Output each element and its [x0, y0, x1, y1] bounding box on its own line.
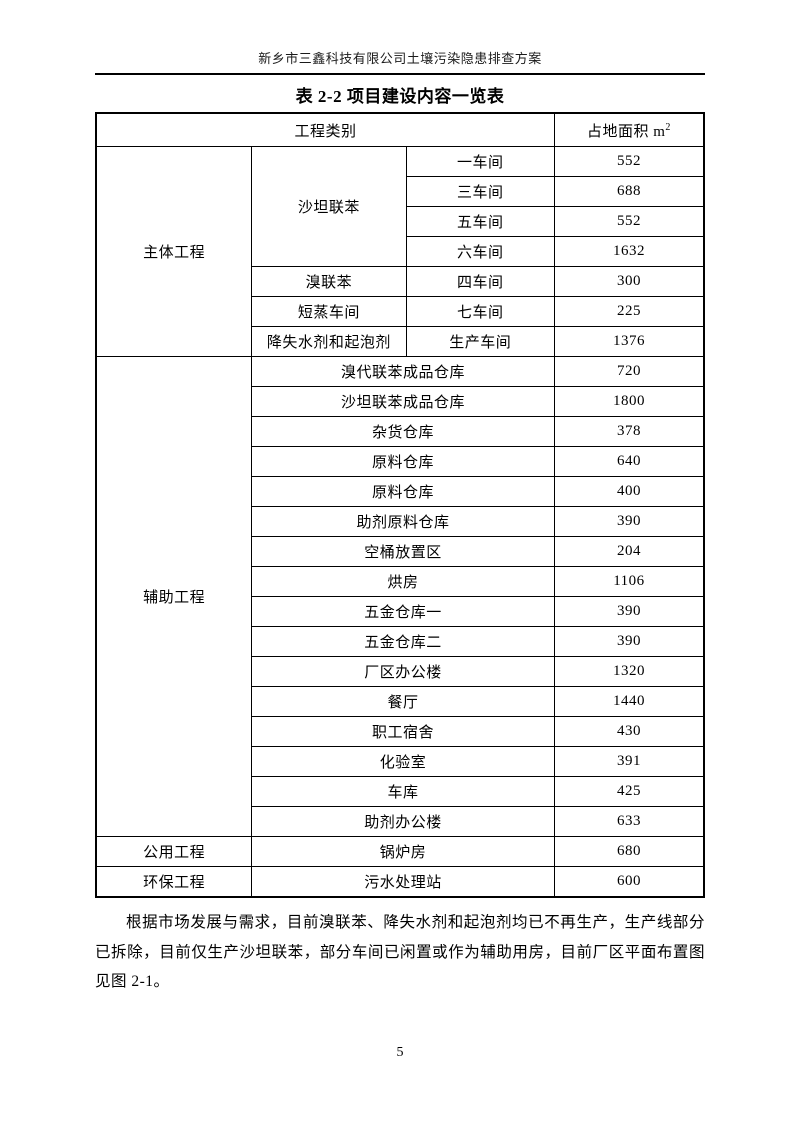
body-paragraph: 根据市场发展与需求，目前溴联苯、降失水剂和起泡剂均已不再生产，生产线部分已拆除，… — [95, 914, 705, 990]
cell-workshop: 六车间 — [405, 236, 555, 267]
table-row: 主体工程 沙坦联苯 一车间 552 — [95, 146, 705, 357]
cell-workshop: 生产车间 — [405, 326, 555, 357]
cell-area: 378 — [553, 416, 705, 447]
area-superscript: 2 — [665, 121, 671, 133]
table-header-row: 工程类别 占地面积 m2 — [95, 112, 705, 147]
cell-group-name: 降失水剂和起泡剂 — [251, 326, 407, 357]
cell-group-name: 溴联苯 — [251, 266, 407, 297]
cell-category-auxiliary: 辅助工程 — [95, 356, 253, 837]
project-construction-table: 工程类别 占地面积 m2 主体工程 沙坦联苯 一车间 552 三车间 688 五… — [95, 112, 705, 898]
table-row: 烘房 1106 — [96, 566, 705, 597]
cell-category-utility: 公用工程 — [95, 836, 253, 867]
cell-area: 1320 — [553, 656, 705, 687]
cell-building: 空桶放置区 — [251, 536, 555, 567]
cell-area: 633 — [553, 806, 705, 837]
cell-area: 391 — [553, 746, 705, 777]
cell-building: 原料仓库 — [251, 446, 555, 477]
cell-building: 污水处理站 — [251, 866, 555, 898]
cell-category-main: 主体工程 — [95, 146, 253, 357]
table-row: 原料仓库 640 — [96, 446, 705, 477]
table-row: 职工宿舍 430 — [96, 716, 705, 747]
cell-building: 职工宿舍 — [251, 716, 555, 747]
cell-building: 餐厅 — [251, 686, 555, 717]
cell-area: 430 — [553, 716, 705, 747]
cell-building: 助剂原料仓库 — [251, 506, 555, 537]
table-row: 助剂原料仓库 390 — [96, 506, 705, 537]
table-row: 短蒸车间 七车间 225 — [96, 296, 705, 327]
cell-area: 204 — [553, 536, 705, 567]
table-row: 五金仓库二 390 — [96, 626, 705, 657]
table-row: 沙坦联苯成品仓库 1800 — [96, 386, 705, 417]
table-row: 五车间 552 — [96, 206, 705, 237]
cell-area: 1440 — [553, 686, 705, 717]
cell-area: 688 — [553, 176, 705, 207]
page-number: 5 — [396, 1045, 404, 1060]
cell-group-name: 沙坦联苯 — [251, 146, 407, 267]
col-header-area: 占地面积 m2 — [553, 112, 705, 147]
cell-area: 1800 — [553, 386, 705, 417]
cell-area: 1632 — [553, 236, 705, 267]
table-row: 降失水剂和起泡剂 生产车间 1376 — [96, 326, 705, 357]
cell-area: 425 — [553, 776, 705, 807]
cell-building: 杂货仓库 — [251, 416, 555, 447]
table-row: 辅助工程 溴代联苯成品仓库 720 — [95, 356, 705, 837]
cell-area: 552 — [553, 146, 705, 177]
cell-building: 化验室 — [251, 746, 555, 777]
col-header-category: 工程类别 — [95, 112, 555, 147]
cell-area: 720 — [553, 356, 705, 387]
cell-area: 600 — [553, 866, 705, 898]
cell-group-name: 短蒸车间 — [251, 296, 407, 327]
document-header-title: 新乡市三鑫科技有限公司土壤污染隐患排查方案 — [258, 51, 542, 66]
cell-building: 原料仓库 — [251, 476, 555, 507]
cell-building: 锅炉房 — [251, 836, 555, 867]
cell-workshop: 四车间 — [405, 266, 555, 297]
cell-area: 680 — [553, 836, 705, 867]
header-rule — [95, 73, 705, 75]
cell-area: 300 — [553, 266, 705, 297]
table-row: 六车间 1632 — [96, 236, 705, 267]
document-header: 新乡市三鑫科技有限公司土壤污染隐患排查方案 — [0, 0, 800, 67]
cell-workshop: 五车间 — [405, 206, 555, 237]
cell-building: 车库 — [251, 776, 555, 807]
table-row: 空桶放置区 204 — [96, 536, 705, 567]
cell-area: 225 — [553, 296, 705, 327]
cell-building: 五金仓库二 — [251, 626, 555, 657]
table-row: 五金仓库一 390 — [96, 596, 705, 627]
cell-area: 1106 — [553, 566, 705, 597]
table-row: 环保工程 污水处理站 600 — [95, 866, 705, 898]
cell-building: 烘房 — [251, 566, 555, 597]
cell-building: 助剂办公楼 — [251, 806, 555, 837]
cell-building: 溴代联苯成品仓库 — [251, 356, 555, 387]
area-label: 占地面积 m — [586, 123, 666, 140]
table-row: 助剂办公楼 633 — [96, 806, 705, 837]
table-row: 公用工程 锅炉房 680 — [95, 836, 705, 867]
cell-building: 厂区办公楼 — [251, 656, 555, 687]
cell-workshop: 七车间 — [405, 296, 555, 327]
table-row: 化验室 391 — [96, 746, 705, 777]
table-row: 三车间 688 — [96, 176, 705, 207]
cell-building: 沙坦联苯成品仓库 — [251, 386, 555, 417]
cell-area: 400 — [553, 476, 705, 507]
cell-area: 552 — [553, 206, 705, 237]
cell-building: 五金仓库一 — [251, 596, 555, 627]
table-row: 溴联苯 四车间 300 — [96, 266, 705, 297]
table-title: 表 2-2 项目建设内容一览表 — [295, 87, 505, 106]
cell-area: 390 — [553, 626, 705, 657]
cell-area: 390 — [553, 596, 705, 627]
cell-area: 640 — [553, 446, 705, 477]
cell-area: 390 — [553, 506, 705, 537]
cell-workshop: 三车间 — [405, 176, 555, 207]
cell-area: 1376 — [553, 326, 705, 357]
cell-workshop: 一车间 — [405, 146, 555, 177]
cell-category-environmental: 环保工程 — [95, 866, 253, 898]
